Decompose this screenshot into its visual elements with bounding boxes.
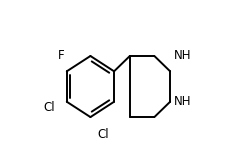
Text: F: F <box>57 50 64 62</box>
Text: Cl: Cl <box>97 128 109 141</box>
Text: NH: NH <box>173 95 190 108</box>
Text: Cl: Cl <box>43 101 54 114</box>
Text: NH: NH <box>173 50 190 62</box>
